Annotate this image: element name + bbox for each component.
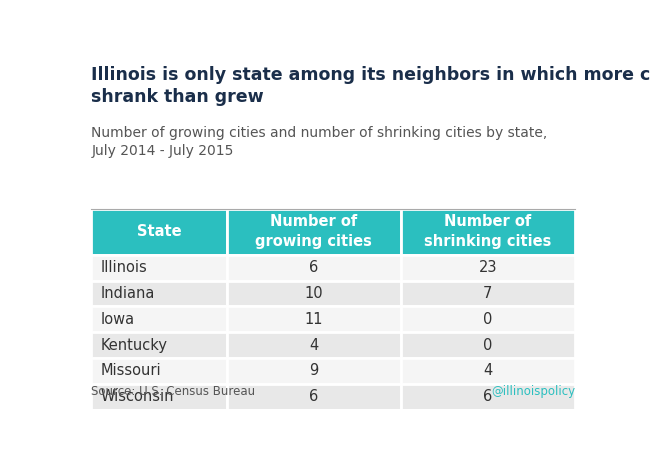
Bar	[227, 332, 401, 358]
Text: Indiana: Indiana	[100, 286, 155, 301]
Bar	[401, 209, 575, 255]
Bar	[227, 306, 401, 332]
Bar	[91, 209, 227, 255]
Bar	[227, 280, 401, 306]
Text: State: State	[136, 224, 181, 239]
Text: 4: 4	[483, 364, 493, 378]
Text: Wisconsin: Wisconsin	[100, 389, 174, 404]
Text: Illinois is only state among its neighbors in which more cities
shrank than grew: Illinois is only state among its neighbo…	[91, 66, 650, 106]
Bar	[91, 280, 227, 306]
Bar	[91, 358, 227, 384]
Text: 6: 6	[309, 389, 318, 404]
Text: 0: 0	[483, 312, 493, 327]
Bar	[91, 255, 227, 280]
Text: Illinois: Illinois	[100, 260, 147, 275]
Bar	[91, 332, 227, 358]
Text: Number of growing cities and number of shrinking cities by state,
July 2014 - Ju: Number of growing cities and number of s…	[91, 126, 547, 158]
Bar	[401, 358, 575, 384]
Text: 4: 4	[309, 337, 318, 353]
Text: 23: 23	[478, 260, 497, 275]
Bar	[401, 255, 575, 280]
Text: Missouri: Missouri	[100, 364, 161, 378]
Text: @illinoispolicy: @illinoispolicy	[491, 385, 575, 398]
Text: 7: 7	[483, 286, 493, 301]
Text: 0: 0	[483, 337, 493, 353]
Text: 11: 11	[305, 312, 323, 327]
Text: Source: U.S. Census Bureau: Source: U.S. Census Bureau	[91, 385, 255, 398]
Text: 9: 9	[309, 364, 318, 378]
Bar	[91, 306, 227, 332]
Bar	[401, 306, 575, 332]
Text: Iowa: Iowa	[100, 312, 135, 327]
Text: 6: 6	[483, 389, 493, 404]
Bar	[227, 255, 401, 280]
Bar	[401, 332, 575, 358]
Bar	[227, 358, 401, 384]
Text: Number of
growing cities: Number of growing cities	[255, 214, 372, 249]
Text: 10: 10	[304, 286, 323, 301]
Bar	[401, 384, 575, 409]
Bar	[227, 384, 401, 409]
Bar	[91, 384, 227, 409]
Text: Kentucky: Kentucky	[100, 337, 168, 353]
Bar	[401, 280, 575, 306]
Text: 6: 6	[309, 260, 318, 275]
Bar	[227, 209, 401, 255]
Text: Number of
shrinking cities: Number of shrinking cities	[424, 214, 552, 249]
